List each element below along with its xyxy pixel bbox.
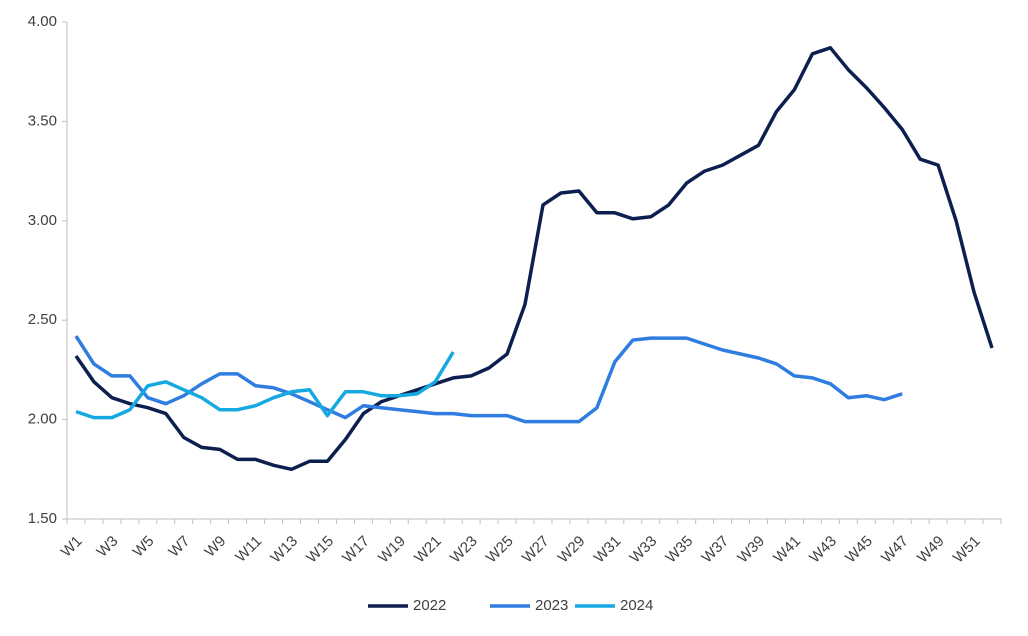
x-tick-label: W43	[806, 533, 840, 567]
x-tick-label: W49	[914, 533, 948, 567]
x-tick-label: W1	[58, 533, 86, 561]
line-series	[74, 335, 903, 424]
x-tick-label: W5	[130, 533, 158, 561]
x-tick-label: W51	[950, 533, 984, 567]
x-tick-label: W11	[232, 533, 265, 566]
x-tick-label: W27	[519, 533, 553, 567]
x-tick-label: W21	[411, 533, 445, 567]
x-tick-label: W33	[627, 533, 661, 567]
x-tick-label: W23	[447, 533, 481, 567]
y-tick-label: 3.00	[28, 212, 57, 229]
x-tick-label: W39	[734, 533, 768, 567]
y-tick-label: 2.00	[28, 411, 57, 428]
x-tick-label: W31	[591, 533, 625, 567]
legend-label: 2023	[535, 597, 568, 614]
x-tick-label: W19	[375, 533, 409, 567]
legend-label: 2024	[620, 597, 653, 614]
x-tick-label: W35	[662, 533, 696, 567]
legend-label: 2022	[413, 597, 446, 614]
x-tick-label: W41	[770, 533, 804, 567]
y-tick-label: 1.50	[28, 510, 57, 527]
x-tick-label: W9	[201, 533, 229, 561]
x-tick-label: W25	[483, 533, 517, 567]
line-series	[75, 351, 455, 420]
y-tick-label: 3.50	[28, 112, 57, 129]
x-tick-label: W17	[339, 533, 373, 567]
x-tick-label: W29	[555, 533, 589, 567]
x-tick-label: W45	[842, 533, 876, 567]
line-series	[74, 46, 994, 472]
y-tick-label: 4.00	[28, 13, 57, 30]
x-tick-label: W7	[165, 533, 193, 561]
x-tick-label: W3	[94, 533, 122, 561]
y-tick-label: 2.50	[28, 311, 57, 328]
x-tick-label: W15	[303, 533, 337, 567]
x-tick-label: W13	[267, 533, 301, 567]
x-tick-label: W47	[878, 533, 912, 567]
x-tick-label: W37	[698, 533, 732, 567]
